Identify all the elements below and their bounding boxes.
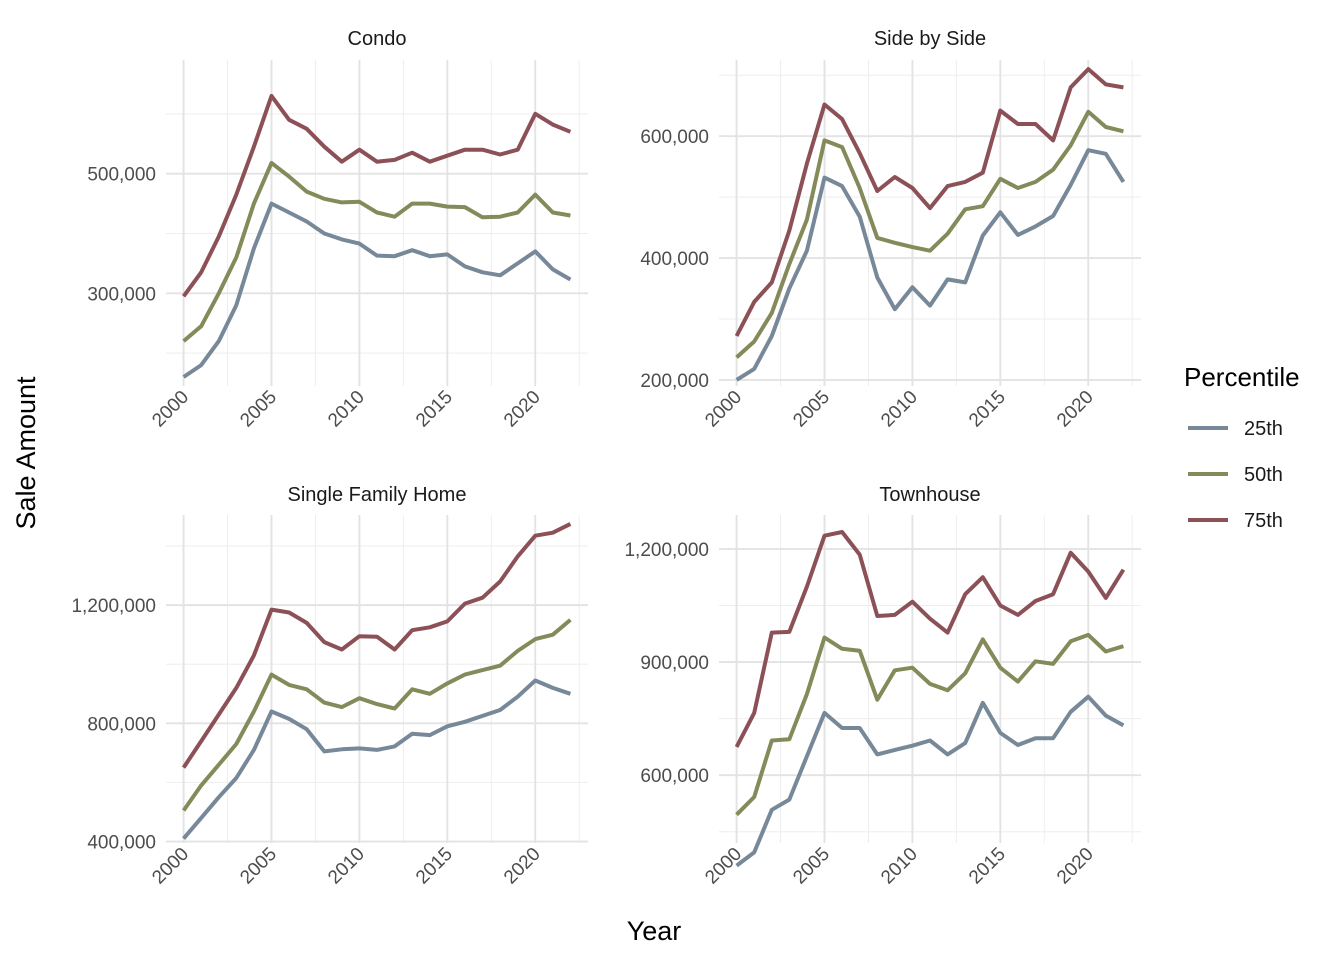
x-tick-label: 2000 — [701, 844, 746, 889]
y-tick-label: 300,000 — [87, 284, 156, 305]
series-line-50th-side-by-side — [735, 109, 1124, 359]
series-line-50th-single-family-home — [181, 618, 572, 812]
x-tick-label: 2015 — [965, 387, 1010, 432]
x-tick-label: 2005 — [789, 844, 834, 889]
y-axis-title: Sale Amount — [11, 376, 41, 530]
x-tick-label: 2000 — [148, 387, 193, 432]
x-tick-label: 2020 — [1053, 844, 1098, 889]
series-line-75th-side-by-side — [734, 67, 1124, 337]
series-line-25th-townhouse — [735, 694, 1125, 868]
y-tick-label: 800,000 — [87, 714, 156, 735]
x-tick-label: 2000 — [701, 387, 746, 432]
panel-condo: Condo 300,000 500,000 2000 2005 2010 2015 2020 — [87, 28, 588, 431]
panel-single-family-home: Single Family Home 400,000 800,000 1,200,00… — [71, 484, 588, 888]
panel-title: Single Family Home — [288, 484, 467, 506]
x-tick-label: 2010 — [877, 387, 922, 432]
x-axis-title: Year — [627, 916, 682, 946]
legend-label: 25th — [1244, 418, 1283, 440]
y-tick-label: 600,000 — [640, 766, 709, 787]
y-tick-label: 1,200,000 — [624, 540, 709, 561]
y-tick-label: 900,000 — [640, 653, 709, 674]
x-tick-label: 2005 — [789, 387, 834, 432]
x-tick-label: 2010 — [877, 844, 922, 889]
x-tick-label: 2015 — [412, 387, 457, 432]
y-tick-label: 400,000 — [87, 833, 156, 854]
panel-title: Condo — [348, 28, 407, 50]
panel-side-by-side: Side by Side 200,000 400,000 600,000 2000 200… — [640, 28, 1141, 431]
y-tick-label: 200,000 — [640, 371, 709, 392]
legend-label: 50th — [1244, 464, 1283, 486]
x-tick-label: 2005 — [236, 387, 281, 432]
x-tick-label: 2015 — [965, 844, 1010, 889]
y-tick-label: 500,000 — [87, 165, 156, 186]
x-tick-label: 2015 — [412, 844, 457, 889]
legend-title: Percentile — [1184, 362, 1300, 392]
legend-label: 75th — [1244, 510, 1283, 532]
series-line-75th-single-family-home — [181, 522, 572, 769]
x-tick-label: 2010 — [324, 844, 369, 889]
series-line-25th-single-family-home — [182, 678, 572, 840]
x-tick-label: 2020 — [500, 387, 545, 432]
y-tick-label: 400,000 — [640, 249, 709, 270]
panel-title: Townhouse — [879, 484, 980, 506]
x-tick-label: 2020 — [1053, 387, 1098, 432]
series-line-25th-side-by-side — [735, 148, 1126, 382]
panel-townhouse: Townhouse 600,000 900,000 1,200,000 2000 2005… — [624, 484, 1141, 888]
legend: Percentile 25th 50th 75th — [1184, 362, 1300, 532]
y-tick-label: 600,000 — [640, 127, 709, 148]
x-tick-label: 2020 — [500, 844, 545, 889]
series-line-75th-condo — [181, 93, 572, 298]
x-tick-label: 2010 — [324, 387, 369, 432]
x-tick-label: 2005 — [236, 844, 281, 889]
series-line-25th-condo — [182, 201, 572, 379]
series-line-75th-townhouse — [734, 530, 1126, 748]
y-tick-label: 1,200,000 — [71, 596, 156, 617]
series-line-50th-townhouse — [735, 632, 1124, 817]
panel-title: Side by Side — [874, 28, 986, 50]
series-line-50th-condo — [182, 160, 571, 343]
